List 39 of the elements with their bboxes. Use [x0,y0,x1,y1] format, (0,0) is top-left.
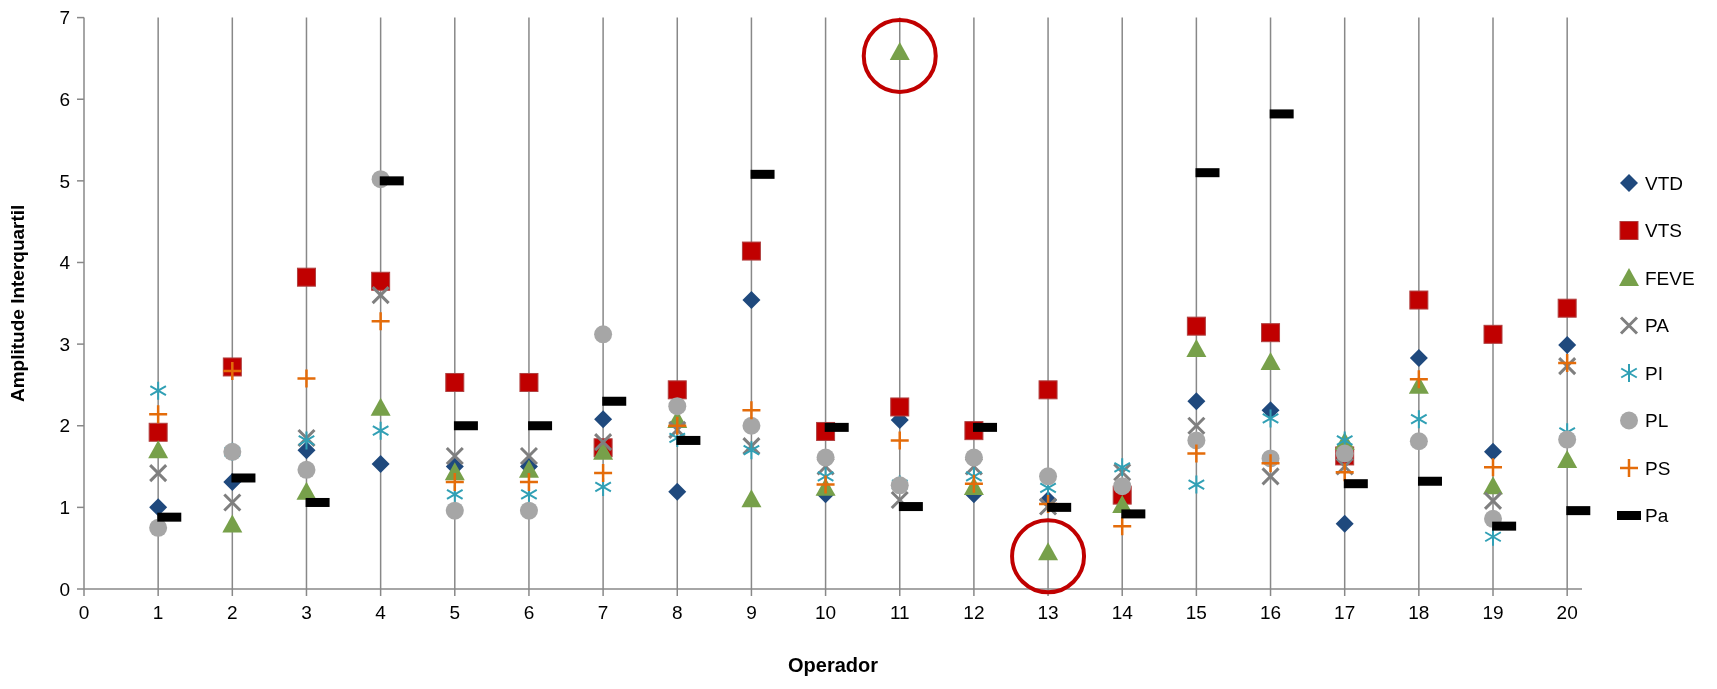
legend-label: FEVE [1645,267,1695,289]
x-tick-label: 13 [1037,602,1059,623]
x-tick-label: 4 [375,602,387,623]
legend-label: PL [1645,410,1669,432]
y-tick-label: 7 [59,7,70,29]
legend-label: VTS [1645,220,1682,242]
x-tick-label: 12 [963,602,985,623]
x-tick-label: 5 [449,602,461,623]
x-tick-label: 16 [1259,602,1282,623]
x-axis-title: Operador [787,654,879,676]
legend-label: PA [1645,315,1670,337]
y-tick-label: 5 [59,170,70,192]
x-tick-label: 18 [1408,602,1430,623]
x-tick-label: 1 [152,602,164,623]
x-tick-label: 8 [671,602,683,623]
y-tick-label: 6 [59,88,70,110]
x-tick-label: 3 [301,602,312,623]
x-tick-label: 11 [889,602,910,623]
x-tick-label: 14 [1111,602,1134,623]
x-tick-label: 19 [1482,602,1504,623]
x-tick-label: 0 [78,602,90,623]
x-tick-label: 6 [523,602,535,623]
y-tick-label: 3 [59,333,70,355]
x-tick-label: 10 [815,602,837,623]
y-tick-label: 1 [59,497,70,519]
x-tick-label: 15 [1185,602,1207,623]
y-tick-label: 2 [59,415,70,437]
legend-label: PI [1645,362,1663,384]
x-tick-label: 2 [227,602,238,623]
legend-label: VTD [1645,172,1683,194]
x-tick-label: 20 [1556,602,1578,623]
x-tick-label: 7 [597,602,609,623]
y-axis-title: Amplitude Interquartil [7,204,28,402]
y-tick-label: 0 [59,578,70,600]
x-tick-label: 9 [746,602,757,623]
legend-label: Pa [1645,505,1669,527]
y-tick-label: 4 [59,252,71,274]
x-tick-label: 17 [1334,602,1356,623]
legend-label: PS [1645,457,1671,479]
